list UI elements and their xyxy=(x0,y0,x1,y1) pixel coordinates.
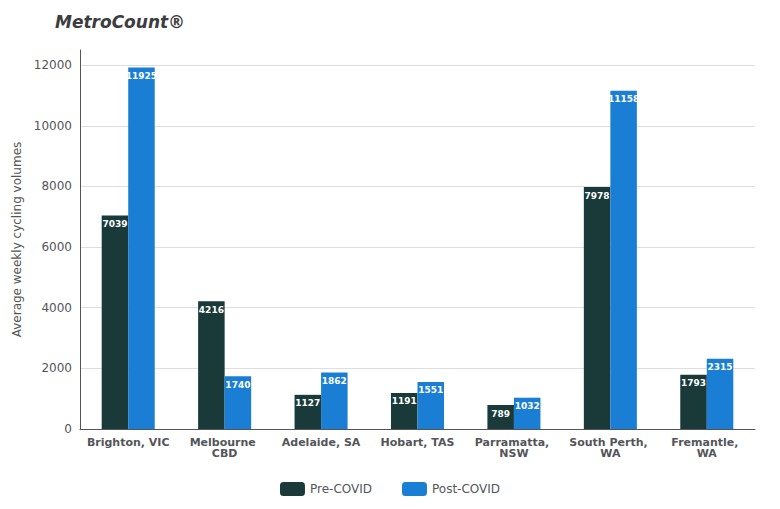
svg-text:WA: WA xyxy=(600,447,621,460)
svg-text:Fremantle,: Fremantle, xyxy=(671,436,743,449)
svg-text:Hobart, TAS: Hobart, TAS xyxy=(381,436,455,449)
svg-text:8000: 8000 xyxy=(41,179,72,193)
svg-text:Average weekly cycling volumes: Average weekly cycling volumes xyxy=(10,142,24,338)
svg-text:0: 0 xyxy=(64,422,72,436)
svg-text:Brighton, VIC: Brighton, VIC xyxy=(87,436,170,449)
svg-text:10000: 10000 xyxy=(34,119,72,133)
svg-text:CBD: CBD xyxy=(212,447,238,460)
svg-text:4216: 4216 xyxy=(199,305,224,315)
svg-text:789: 789 xyxy=(491,409,510,419)
svg-text:6000: 6000 xyxy=(41,240,72,254)
svg-text:1032: 1032 xyxy=(515,401,540,411)
svg-text:1191: 1191 xyxy=(392,396,417,406)
svg-text:MetroCount®: MetroCount® xyxy=(55,12,185,32)
svg-text:1551: 1551 xyxy=(418,385,443,395)
svg-text:1793: 1793 xyxy=(681,378,706,388)
svg-text:2000: 2000 xyxy=(41,361,72,375)
svg-text:11158: 11158 xyxy=(608,94,639,104)
svg-text:Melbourne: Melbourne xyxy=(189,436,260,449)
svg-text:4000: 4000 xyxy=(41,301,72,315)
svg-text:Pre-COVID: Pre-COVID xyxy=(310,482,372,496)
svg-text:2315: 2315 xyxy=(708,362,733,372)
svg-text:1862: 1862 xyxy=(322,376,347,386)
svg-text:7978: 7978 xyxy=(585,191,610,201)
svg-text:Adelaide, SA: Adelaide, SA xyxy=(282,436,361,449)
svg-text:11925: 11925 xyxy=(126,71,157,81)
svg-text:1127: 1127 xyxy=(295,398,320,408)
svg-text:South Perth,: South Perth, xyxy=(569,436,652,449)
svg-text:Post-COVID: Post-COVID xyxy=(432,482,500,496)
svg-text:Parramatta,: Parramatta, xyxy=(474,436,554,449)
svg-text:7039: 7039 xyxy=(102,219,127,229)
svg-text:12000: 12000 xyxy=(34,58,72,72)
svg-text:1740: 1740 xyxy=(225,380,250,390)
svg-text:WA: WA xyxy=(697,447,718,460)
svg-text:NSW: NSW xyxy=(499,447,528,460)
